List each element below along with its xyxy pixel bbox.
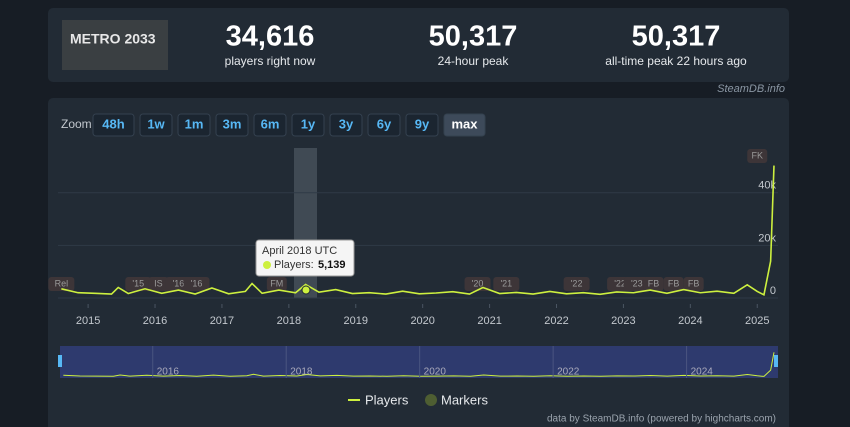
event-marker: [125, 277, 152, 291]
stat-value: 50,317: [429, 21, 518, 53]
event-marker-label: '22: [571, 278, 583, 288]
zoom-button-label[interactable]: 6y: [377, 116, 392, 131]
navigator-handle[interactable]: [58, 355, 62, 367]
navigator-handle[interactable]: [774, 355, 778, 367]
event-marker-label: FM: [270, 278, 283, 288]
zoom-button-label[interactable]: 9y: [415, 116, 430, 131]
navigator-line: [63, 352, 775, 377]
x-tick-label: 2018: [277, 315, 301, 327]
zoom-button-label[interactable]: 1y: [301, 116, 316, 131]
event-marker: [48, 277, 75, 291]
navigator-label: 2022: [557, 367, 580, 378]
navigator-mask: [60, 346, 778, 378]
zoom-button-label[interactable]: 3y: [339, 116, 354, 131]
zoom-button[interactable]: [253, 113, 287, 137]
zoom-button[interactable]: [443, 113, 486, 137]
zoom-button[interactable]: [367, 113, 401, 137]
zoom-button-label[interactable]: 3m: [223, 116, 242, 131]
chart-panel: [48, 98, 789, 427]
zoom-label: Zoom: [61, 117, 92, 131]
event-marker-label: '16: [173, 278, 185, 288]
zoom-button-label[interactable]: 6m: [261, 116, 280, 131]
legend-label[interactable]: Players: [365, 392, 409, 407]
stat-label: players right now: [225, 54, 316, 68]
x-tick-label: 2022: [544, 315, 568, 327]
legend-label[interactable]: Markers: [441, 392, 488, 407]
x-tick-label: 2017: [210, 315, 234, 327]
game-logo: [62, 20, 168, 70]
x-tick-label: 2024: [678, 315, 702, 327]
event-marker-label: '23: [631, 278, 643, 288]
navigator-label: 2020: [424, 367, 447, 378]
stat-label: all-time peak 22 hours ago: [605, 54, 747, 68]
event-marker-label: '21: [500, 278, 512, 288]
x-tick-label: 2019: [344, 315, 368, 327]
logo-text: METRO 2033: [70, 31, 156, 47]
event-marker: [493, 277, 520, 291]
event-marker: [148, 277, 169, 291]
y-tick-label: 0: [770, 285, 776, 297]
tooltip-title: April 2018 UTC: [262, 245, 337, 257]
x-tick-label: 2015: [76, 315, 100, 327]
stat-label: 24-hour peak: [438, 54, 510, 68]
event-marker: [183, 277, 210, 291]
event-marker: [266, 277, 287, 291]
event-marker-label: '16: [191, 278, 203, 288]
event-marker: [563, 277, 590, 291]
stat-value: 50,317: [632, 21, 721, 53]
zoom-button-label[interactable]: 48h: [102, 116, 124, 131]
event-marker-label: FB: [648, 278, 660, 288]
event-marker: [623, 277, 650, 291]
event-marker-label: IS: [154, 278, 163, 288]
event-marker-label: '20: [472, 278, 484, 288]
zoom-button[interactable]: [92, 113, 135, 137]
source: SteamDB.info: [717, 83, 785, 95]
event-marker-label: '15: [132, 278, 144, 288]
x-tick-label: 2023: [611, 315, 635, 327]
zoom-button-label[interactable]: 1m: [185, 116, 204, 131]
legend-symbol: [425, 394, 437, 406]
y-tick-label: 20k: [758, 232, 776, 244]
event-marker-label: '22: [614, 278, 626, 288]
credits[interactable]: data by SteamDB.info (powered by highcha…: [547, 414, 776, 425]
header-panel: [48, 8, 789, 82]
zoom-button[interactable]: [329, 113, 363, 137]
event-marker: [663, 277, 684, 291]
event-marker: [643, 277, 664, 291]
event-marker-label: Rel: [55, 278, 69, 288]
event-marker: [747, 149, 768, 163]
x-tick-label: 2025: [745, 315, 769, 327]
y-tick-label: 40k: [758, 180, 776, 192]
x-tick-label: 2020: [410, 315, 434, 327]
event-marker: [683, 277, 704, 291]
x-tick-label: 2021: [477, 315, 501, 327]
tooltip-label: Players:: [274, 259, 314, 271]
zoom-button[interactable]: [405, 113, 439, 137]
zoom-button-label[interactable]: max: [451, 116, 478, 131]
event-marker-label: FB: [668, 278, 680, 288]
zoom-button[interactable]: [215, 113, 249, 137]
event-marker-label: FB: [688, 278, 700, 288]
x-tick-label: 2016: [143, 315, 167, 327]
tooltip-dot: [263, 261, 271, 269]
hover-point: [301, 285, 311, 295]
zoom-button[interactable]: [139, 113, 173, 137]
navigator-label: 2016: [157, 367, 180, 378]
tooltip-value: 5,139: [318, 259, 346, 271]
zoom-button-label[interactable]: 1w: [147, 116, 165, 131]
navigator-label: 2018: [290, 367, 313, 378]
event-marker-label: FK: [751, 150, 763, 160]
stat-value: 34,616: [226, 21, 315, 53]
navigator-label: 2024: [691, 367, 714, 378]
series-line: [61, 165, 775, 297]
zoom-button[interactable]: [291, 113, 325, 137]
zoom-button[interactable]: [177, 113, 211, 137]
tooltip: [255, 239, 355, 277]
